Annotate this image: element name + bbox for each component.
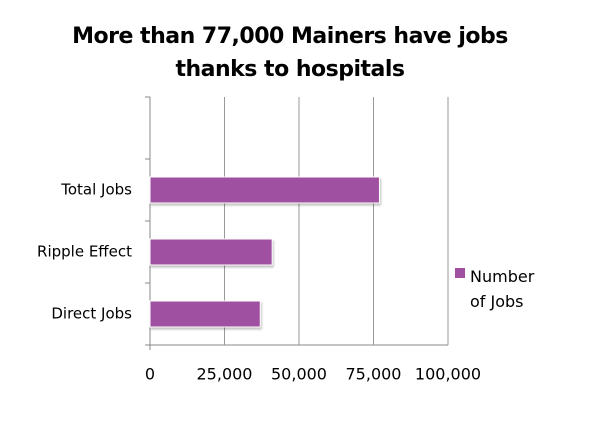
bar (149, 238, 273, 266)
legend-label: Number of Jobs (470, 267, 535, 311)
legend-swatch (455, 268, 465, 278)
bar (149, 300, 261, 328)
chart-title: More than 77,000 Mainers have jobs thank… (72, 24, 508, 82)
x-tick-label: 50,000 (271, 365, 327, 384)
y-tick-label: Direct Jobs (51, 305, 132, 323)
x-tick-label: 100,000 (415, 365, 481, 384)
y-tick-label: Ripple Effect (37, 243, 132, 261)
x-tick-label: 25,000 (197, 365, 253, 384)
y-tick-label: Total Jobs (60, 181, 132, 199)
bar (149, 176, 380, 204)
x-tick-label: 0 (145, 365, 155, 384)
x-tick-label: 75,000 (346, 365, 402, 384)
